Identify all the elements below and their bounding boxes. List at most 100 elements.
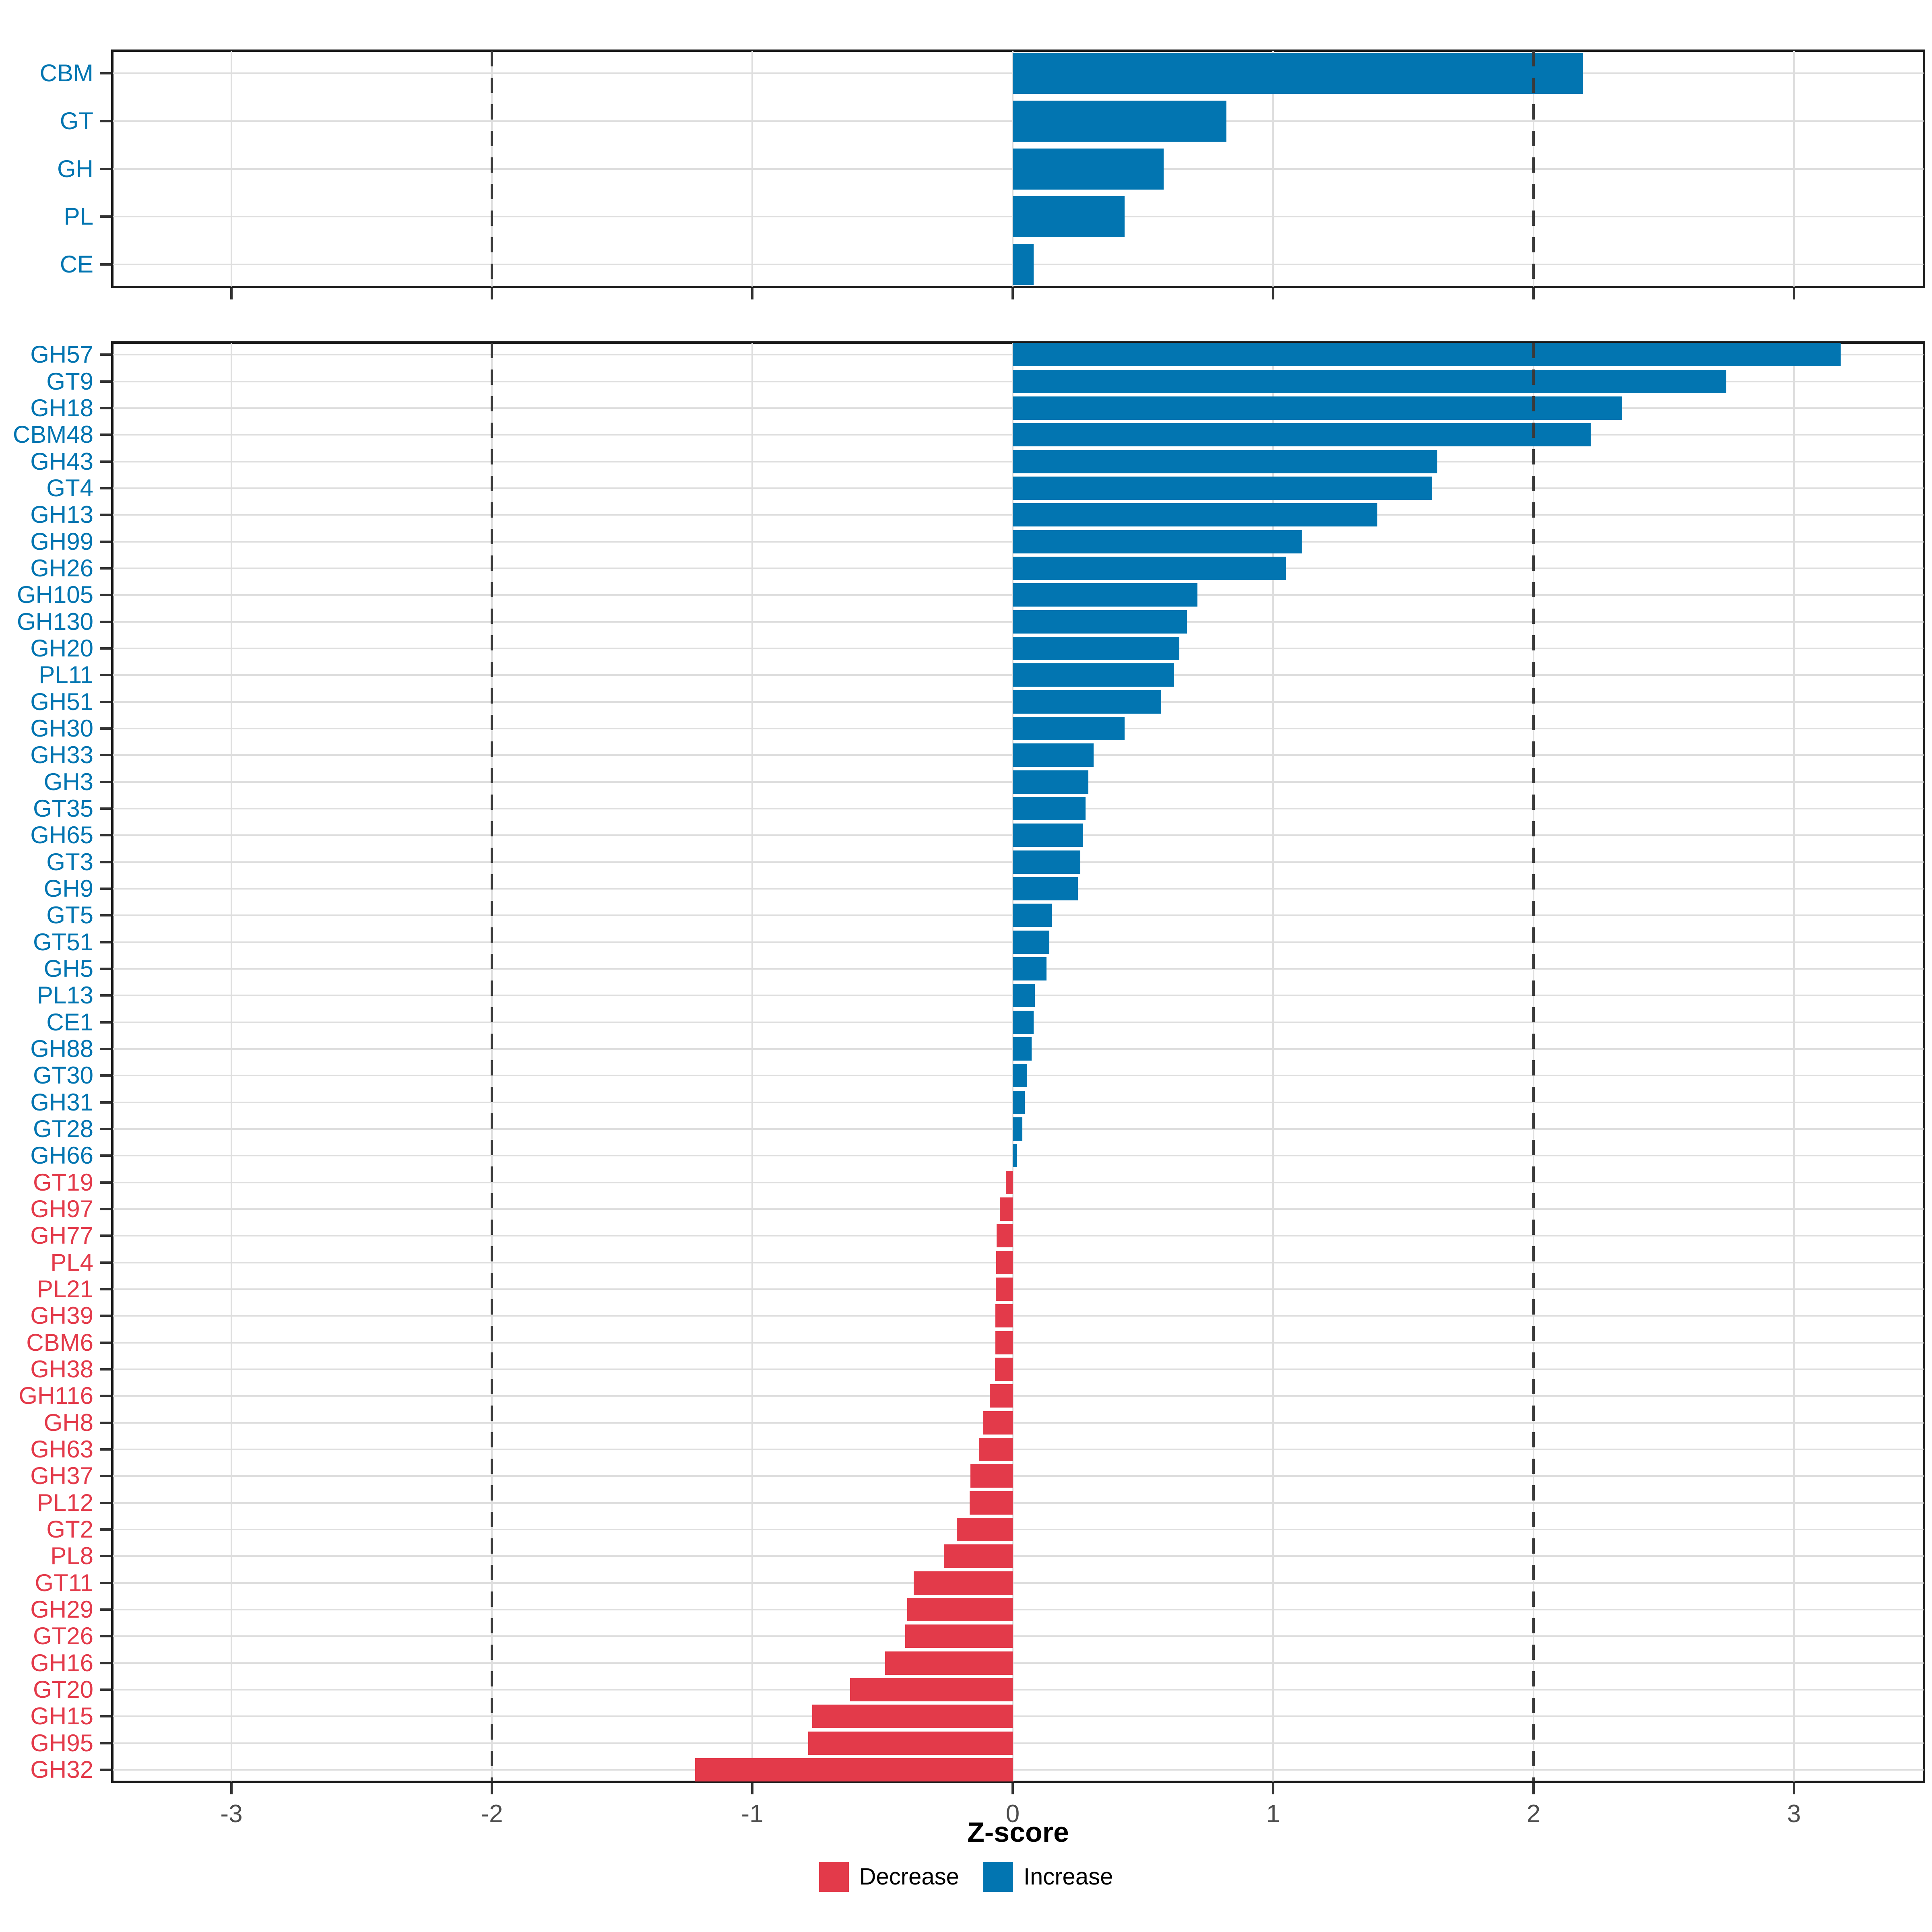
y-gridline — [113, 1475, 1924, 1477]
bar-GH32 — [695, 1758, 1013, 1781]
bar-GH51 — [1013, 690, 1161, 714]
bar-PL11 — [1013, 663, 1174, 687]
bar-GH33 — [1013, 743, 1094, 767]
bar-GH — [1013, 149, 1164, 190]
category-label-GT4: GT4 — [46, 474, 93, 502]
bar-GH18 — [1013, 396, 1622, 420]
category-label-GT9: GT9 — [46, 367, 93, 395]
category-label-GH116: GH116 — [19, 1382, 93, 1410]
x-tick — [1011, 1783, 1014, 1794]
y-gridline — [113, 1582, 1924, 1584]
y-gridline — [113, 1662, 1924, 1664]
x-gridline — [1793, 343, 1795, 1781]
subfamilies-panel — [111, 341, 1925, 1783]
bar-GH88 — [1013, 1037, 1032, 1061]
category-label-GT11: GT11 — [35, 1569, 93, 1596]
x-tick — [1793, 288, 1795, 299]
y-gridline — [113, 1342, 1924, 1344]
x-tick — [491, 288, 493, 299]
bar-GH9 — [1013, 877, 1078, 900]
y-tick — [100, 72, 111, 75]
y-tick — [100, 1555, 111, 1558]
bar-GH57 — [1013, 343, 1841, 366]
y-tick — [100, 1368, 111, 1371]
bar-GH63 — [979, 1438, 1013, 1461]
bar-GH116 — [990, 1384, 1013, 1408]
category-label-PL21: PL21 — [37, 1275, 93, 1302]
y-tick — [100, 1315, 111, 1317]
category-label-GH: GH — [57, 155, 93, 182]
y-tick — [100, 754, 111, 757]
y-tick — [100, 120, 111, 122]
dashed-refline — [1532, 343, 1535, 1781]
y-tick — [100, 1608, 111, 1611]
y-tick — [100, 780, 111, 783]
y-tick — [100, 1421, 111, 1424]
y-tick — [100, 727, 111, 730]
legend-item-decrease: Decrease — [819, 1862, 959, 1892]
y-gridline — [113, 1315, 1924, 1317]
y-tick — [100, 487, 111, 489]
category-label-GH63: GH63 — [30, 1435, 93, 1463]
y-tick — [100, 807, 111, 810]
bar-GT19 — [1006, 1171, 1013, 1194]
x-gridline — [1012, 343, 1013, 1781]
category-label-GT20: GT20 — [33, 1676, 93, 1703]
y-gridline — [113, 1769, 1924, 1771]
bar-GT20 — [850, 1678, 1013, 1701]
y-tick — [100, 1475, 111, 1478]
y-tick — [100, 1395, 111, 1397]
legend: Decrease Increase — [0, 1862, 1932, 1892]
bar-GT35 — [1013, 797, 1086, 820]
y-tick — [100, 433, 111, 436]
y-gridline — [113, 1235, 1924, 1237]
bar-GT2 — [957, 1518, 1013, 1541]
x-tick — [230, 288, 233, 299]
category-label-GH51: GH51 — [30, 688, 93, 715]
category-label-GH9: GH9 — [43, 875, 93, 902]
x-tick-label: -1 — [741, 1800, 764, 1828]
y-tick — [100, 994, 111, 997]
bar-PL13 — [1013, 984, 1035, 1007]
category-label-GH39: GH39 — [30, 1302, 93, 1329]
bar-PL — [1013, 196, 1125, 237]
category-label-GH18: GH18 — [30, 394, 93, 421]
bar-GH38 — [995, 1358, 1013, 1381]
bar-GH13 — [1013, 503, 1377, 526]
y-gridline — [113, 1368, 1924, 1370]
category-label-GH8: GH8 — [43, 1409, 93, 1436]
category-label-PL12: PL12 — [37, 1489, 93, 1516]
legend-item-increase: Increase — [983, 1862, 1113, 1892]
y-tick — [100, 834, 111, 837]
category-label-CBM48: CBM48 — [12, 421, 93, 448]
x-tick-label: 0 — [1005, 1800, 1020, 1828]
bar-GT51 — [1013, 931, 1049, 954]
y-gridline — [113, 1422, 1924, 1424]
bar-PL21 — [996, 1278, 1013, 1301]
category-label-GH37: GH37 — [30, 1462, 93, 1490]
bar-GH31 — [1013, 1091, 1025, 1114]
y-gridline — [113, 1502, 1924, 1504]
bar-GH77 — [997, 1224, 1013, 1247]
y-tick — [100, 460, 111, 463]
category-label-GH43: GH43 — [30, 448, 93, 475]
bar-GH37 — [970, 1464, 1013, 1488]
category-label-PL13: PL13 — [37, 982, 93, 1009]
bar-GH3 — [1013, 770, 1088, 794]
category-label-GH16: GH16 — [30, 1649, 93, 1676]
y-tick — [100, 514, 111, 516]
category-label-CBM6: CBM6 — [26, 1329, 93, 1356]
y-tick — [100, 887, 111, 890]
x-tick — [1793, 1783, 1795, 1794]
category-label-GH97: GH97 — [30, 1195, 93, 1222]
y-tick — [100, 1181, 111, 1184]
bar-PL12 — [970, 1491, 1013, 1515]
bar-CE — [1013, 244, 1034, 285]
bar-GH5 — [1013, 957, 1046, 980]
y-tick — [100, 620, 111, 623]
category-label-GH57: GH57 — [30, 341, 93, 368]
y-tick — [100, 1581, 111, 1584]
category-label-GT26: GT26 — [33, 1622, 93, 1650]
category-label-GH13: GH13 — [30, 501, 93, 528]
y-tick — [100, 647, 111, 650]
